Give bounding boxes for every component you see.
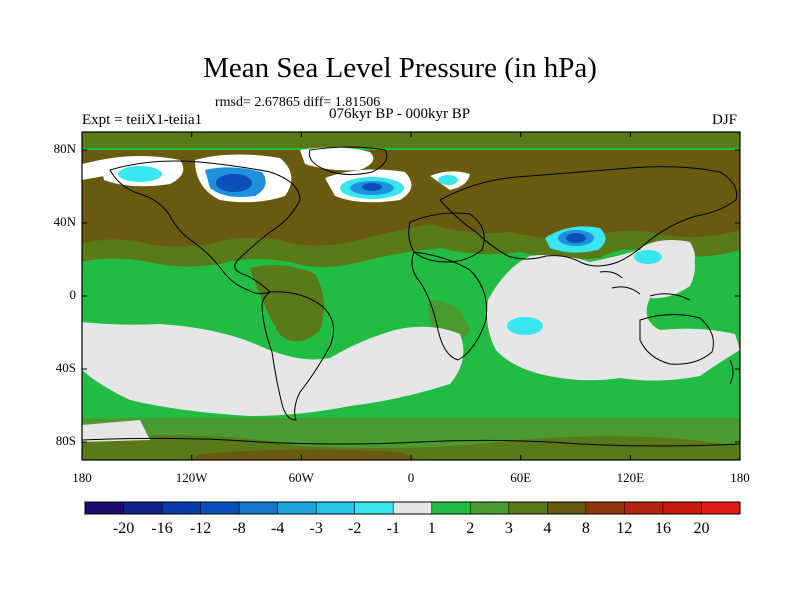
west-pacific-gray: [640, 240, 695, 273]
latitude-axis: 80N 40N 0 40S 80S: [54, 141, 740, 448]
colorbar-label: -16: [151, 520, 172, 537]
lat-label-80s: 80S: [56, 433, 76, 448]
colorbar-label: -8: [232, 520, 245, 537]
colorbar-swatch: [354, 502, 394, 514]
pressure-field: [82, 132, 740, 460]
colorbar-label: 8: [582, 520, 590, 537]
colorbar-label: -2: [348, 520, 361, 537]
lat-label-40n: 40N: [54, 214, 77, 229]
map-title: Mean Sea Level Pressure (in hPa): [203, 52, 597, 84]
canada-low-core: [216, 174, 252, 192]
colorbar-label: 2: [466, 520, 474, 537]
colorbar-swatch: [316, 502, 356, 514]
lon-label-60w: 60W: [289, 470, 315, 485]
colorbar-label: 16: [655, 520, 671, 537]
colorbar-swatch: [470, 502, 510, 514]
coastlines: [82, 146, 740, 447]
colorbar-swatch: [239, 502, 278, 514]
season-label: DJF: [712, 112, 738, 128]
colorbar-swatch: [624, 502, 664, 514]
east-pacific-green: [82, 270, 240, 318]
bering-white: [82, 160, 104, 180]
tibet-low-core: [566, 233, 586, 243]
colorbar-swatch: [547, 502, 587, 514]
lon-label-180e: 180: [730, 470, 750, 485]
stats-text: rmsd= 2.67865 diff= 1.81506: [215, 95, 381, 110]
colorbar-label: 4: [543, 520, 551, 537]
colorbar-swatch: [200, 502, 240, 514]
lat-label-0: 0: [70, 287, 77, 302]
alaska-low: [118, 166, 162, 182]
greenland-white: [300, 147, 374, 171]
indian-ocean-low: [507, 317, 543, 335]
colorbar-swatch: [431, 502, 471, 514]
experiment-label: Expt = teiiX1-teiia1: [82, 112, 203, 128]
colorbar-swatch: [85, 502, 124, 514]
colorbar-label: 3: [505, 520, 513, 537]
south-pacific-atlantic-gray: [82, 322, 464, 416]
lon-label-120w: 120W: [176, 470, 209, 485]
colorbar-label: -20: [113, 520, 134, 537]
colorbar-swatch: [662, 502, 702, 514]
colorbar-label: 12: [616, 520, 632, 537]
lat-label-40s: 40S: [56, 360, 76, 375]
indian-ocean-gray: [487, 244, 740, 381]
lon-label-60e: 60E: [510, 470, 531, 485]
colorbar-label: -3: [310, 520, 323, 537]
atlantic-low-core: [362, 183, 382, 191]
west-pacific-low: [634, 250, 662, 264]
longitude-axis: 180 120W 60W 0 60E 120E 180: [72, 132, 750, 485]
sw-gray-patch: [82, 420, 150, 442]
colorbar-swatch: [393, 502, 433, 514]
colorbar: [84, 501, 741, 515]
colorbar-swatch: [508, 502, 548, 514]
colorbar-swatch: [277, 502, 317, 514]
lat-label-80n: 80N: [54, 141, 77, 156]
lon-label-120e: 120E: [617, 470, 645, 485]
colorbar-label: -4: [271, 520, 284, 537]
arctic-olive: [82, 132, 740, 148]
colorbar-frame: [84, 501, 741, 515]
colorbar-label: -1: [387, 520, 400, 537]
colorbar-label: -12: [190, 520, 211, 537]
lon-label-0: 0: [408, 470, 415, 485]
colorbar-label: 20: [693, 520, 709, 537]
period-text: 076kyr BP - 000kyr BP: [329, 106, 471, 122]
south-band-brown: [190, 449, 420, 460]
scandinavia-low: [438, 175, 458, 185]
colorbar-label: 1: [428, 520, 436, 537]
colorbar-swatch: [701, 502, 741, 514]
colorbar-swatch: [162, 502, 201, 514]
colorbar-labels: -20 -16 -12 -8 -4 -3 -2 -1 1 2 3 4 8 12 16 20: [113, 520, 710, 537]
colorbar-swatch: [123, 502, 163, 514]
lon-label-180w: 180: [72, 470, 92, 485]
south-america-olive: [250, 265, 324, 342]
colorbar-swatch: [585, 502, 625, 514]
